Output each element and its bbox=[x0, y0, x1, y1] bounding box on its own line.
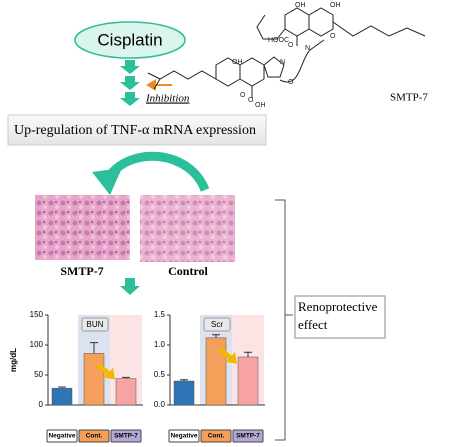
x-tick-label: Cont. bbox=[208, 433, 225, 440]
error-bar bbox=[180, 379, 188, 381]
y-tick-label: 1.0 bbox=[154, 340, 166, 349]
panel-tag-box bbox=[81, 317, 109, 332]
x-tick-label: Negative bbox=[48, 433, 75, 440]
down-arrows bbox=[120, 60, 140, 295]
bar bbox=[205, 337, 227, 406]
error-bar bbox=[90, 342, 98, 354]
histology-label: SMTP-7 bbox=[60, 264, 103, 278]
upregulation-box bbox=[7, 114, 267, 146]
panel-tag-box bbox=[203, 317, 231, 332]
histology-label: Control bbox=[168, 264, 208, 278]
histology-image bbox=[140, 195, 235, 262]
upregulation-label: Up-regulation of TNF-α mRNA expression bbox=[14, 123, 256, 138]
y-tick-label: 100 bbox=[30, 340, 44, 349]
panel-tag: Scr bbox=[211, 320, 223, 329]
category-box bbox=[232, 429, 264, 443]
category-box bbox=[200, 429, 232, 443]
atom-label: HOOC bbox=[268, 37, 289, 44]
atom-label: OH bbox=[330, 2, 341, 9]
atom-label: OH bbox=[295, 2, 306, 9]
panel-tag: BUN bbox=[87, 320, 104, 329]
y-tick-label: 0.0 bbox=[154, 400, 166, 409]
y-tick-label: 150 bbox=[30, 310, 44, 319]
x-tick-label: Negative bbox=[170, 433, 197, 440]
y-tick-label: 50 bbox=[34, 370, 43, 379]
atom-label: O bbox=[248, 97, 254, 104]
y-tick-label: 1.5 bbox=[154, 310, 166, 319]
category-box bbox=[46, 429, 78, 443]
bar bbox=[173, 380, 195, 406]
category-box bbox=[168, 429, 200, 443]
decrease-arrow bbox=[96, 363, 115, 380]
error-bar bbox=[122, 376, 130, 379]
atom-label: N bbox=[280, 59, 285, 66]
category-box bbox=[78, 429, 110, 443]
inhibition-arrow bbox=[146, 79, 172, 91]
renoprotective-box bbox=[294, 295, 386, 339]
atom-label: O bbox=[288, 42, 294, 49]
bar bbox=[83, 353, 105, 406]
renoprotective-wrap: Renoprotective effect bbox=[298, 299, 378, 332]
atom-label: O bbox=[288, 79, 294, 86]
decrease-arrow bbox=[218, 347, 237, 364]
x-tick-label: SMTP-7 bbox=[236, 433, 260, 440]
error-bar bbox=[244, 351, 252, 357]
compound-label: SMTP-7 bbox=[390, 92, 428, 104]
y-tick-label: 0.5 bbox=[154, 370, 166, 379]
bar bbox=[237, 356, 259, 406]
y-tick-label: 0 bbox=[39, 400, 44, 409]
histology-image bbox=[35, 195, 130, 260]
structure bbox=[147, 7, 426, 98]
cisplatin-node bbox=[74, 21, 186, 59]
atom-label: OH bbox=[255, 102, 266, 109]
bracket bbox=[275, 199, 293, 441]
cisplatin-label: Cisplatin bbox=[97, 30, 162, 49]
x-tick-label: SMTP-7 bbox=[114, 433, 138, 440]
renoprotective-label: Renoprotective effect bbox=[298, 299, 378, 332]
error-bar bbox=[212, 334, 220, 338]
curved-arrow bbox=[104, 151, 210, 192]
curved-arrow-head bbox=[92, 168, 122, 195]
y-axis-label: mg/dL bbox=[9, 348, 18, 372]
error-bar bbox=[58, 386, 66, 389]
atom-label: O bbox=[240, 92, 246, 99]
bar bbox=[115, 378, 137, 406]
category-box bbox=[110, 429, 142, 443]
atom-label: N bbox=[305, 45, 310, 52]
x-tick-label: Cont. bbox=[86, 433, 103, 440]
bar bbox=[51, 387, 73, 406]
atom-label: OH bbox=[232, 59, 243, 66]
atom-label: O bbox=[330, 33, 336, 40]
inhibition-label: Inhibition bbox=[145, 93, 190, 105]
